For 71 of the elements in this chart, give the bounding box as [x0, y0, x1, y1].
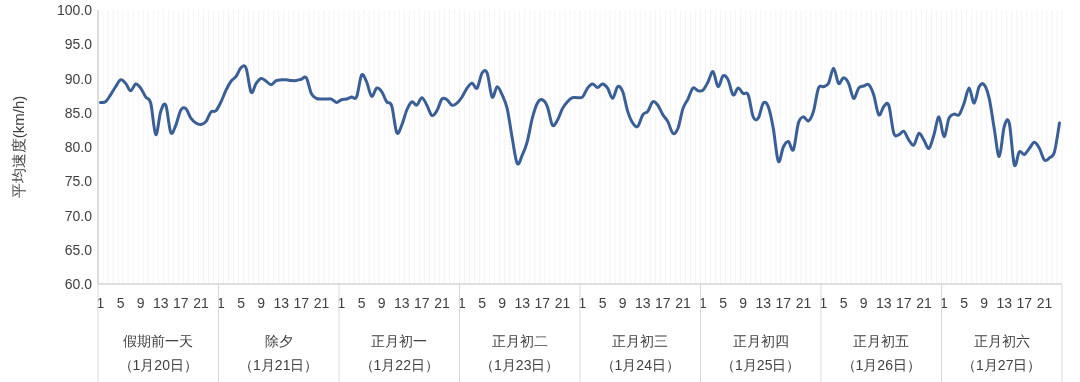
- text: 正月初二: [491, 333, 548, 349]
- x-tick-label: 9: [498, 295, 507, 311]
- x-tick-label: 1: [578, 295, 587, 311]
- y-tick-label: 100.0: [56, 2, 93, 18]
- x-tick-label: 5: [719, 295, 728, 311]
- text: 正月初四: [732, 333, 789, 349]
- x-tick-label: 21: [1036, 295, 1053, 311]
- x-tick-label: 21: [554, 295, 571, 311]
- x-tick-label: 13: [514, 295, 531, 311]
- x-tick-label: 5: [598, 295, 607, 311]
- text: 正月初三: [612, 333, 669, 349]
- text: 假期前一天: [123, 333, 194, 349]
- y-tick-label: 65.0: [64, 241, 93, 258]
- x-tick-label: 13: [634, 295, 651, 311]
- x-tick-label: 1: [96, 295, 105, 311]
- x-tick-label: 17: [293, 295, 310, 311]
- x-tick-label: 13: [152, 295, 169, 311]
- x-tick-label: 5: [116, 295, 125, 311]
- x-tick-label: 5: [478, 295, 487, 311]
- x-tick-label: 1: [819, 295, 828, 311]
- y-tick-label: 90.0: [64, 70, 93, 87]
- text: （1月26日）: [841, 357, 921, 373]
- text: （1月22日）: [359, 357, 439, 373]
- x-tick-label: 9: [257, 295, 266, 311]
- y-tick-label: 85.0: [64, 104, 93, 121]
- x-tick-label: 13: [755, 295, 772, 311]
- text: 正月初五: [853, 333, 910, 349]
- x-tick-label: 21: [434, 295, 450, 311]
- text: （1月23日）: [480, 357, 560, 373]
- x-tick-label: 17: [414, 295, 430, 311]
- x-tick-label: 17: [1016, 295, 1033, 311]
- text: （1月27日）: [962, 357, 1042, 373]
- x-tick-label: 13: [273, 295, 290, 311]
- x-tick-label: 5: [839, 295, 848, 311]
- x-tick-label: 21: [675, 295, 691, 311]
- line-series: [99, 65, 1061, 167]
- x-tick-label: 9: [618, 295, 627, 311]
- x-tick-label: 21: [916, 295, 932, 311]
- x-tick-label: 21: [313, 295, 330, 311]
- x-tick-label: 13: [875, 295, 892, 311]
- text: 正月初六: [973, 333, 1030, 349]
- x-tick-label: 9: [980, 295, 989, 311]
- x-tick-label: 21: [795, 295, 812, 311]
- text: （1月20日）: [118, 357, 198, 373]
- x-tick-label: 1: [337, 295, 346, 311]
- x-tick-label: 17: [534, 295, 551, 311]
- y-tick-label: 75.0: [64, 173, 93, 190]
- text: （1月21日）: [239, 357, 319, 373]
- x-tick-label: 17: [173, 295, 189, 311]
- x-tick-label: 21: [193, 295, 209, 311]
- x-tick-label: 17: [896, 295, 912, 311]
- y-tick-label: 70.0: [64, 207, 93, 224]
- x-tick-label: 9: [377, 295, 386, 311]
- y-tick-label: 95.0: [64, 36, 93, 53]
- x-tick-label: 5: [960, 295, 969, 311]
- x-tick-label: 5: [237, 295, 246, 311]
- x-tick-label: 17: [655, 295, 671, 311]
- x-tick-label: 9: [739, 295, 748, 311]
- y-tick-label: 80.0: [64, 139, 93, 155]
- text: 正月初一: [371, 333, 428, 349]
- x-tick-label: 9: [136, 295, 145, 311]
- x-tick-label: 5: [357, 295, 366, 311]
- text: 除夕: [264, 333, 293, 349]
- text: （1月25日）: [721, 357, 801, 373]
- y-tick-label: 60.0: [64, 276, 93, 292]
- x-tick-label: 13: [996, 295, 1013, 311]
- x-tick-label: 17: [775, 295, 792, 311]
- y-axis-title: 平均速度(km/h): [10, 95, 27, 199]
- text: （1月24日）: [600, 357, 680, 373]
- x-tick-label: 13: [393, 295, 410, 311]
- x-tick-label: 9: [859, 295, 868, 311]
